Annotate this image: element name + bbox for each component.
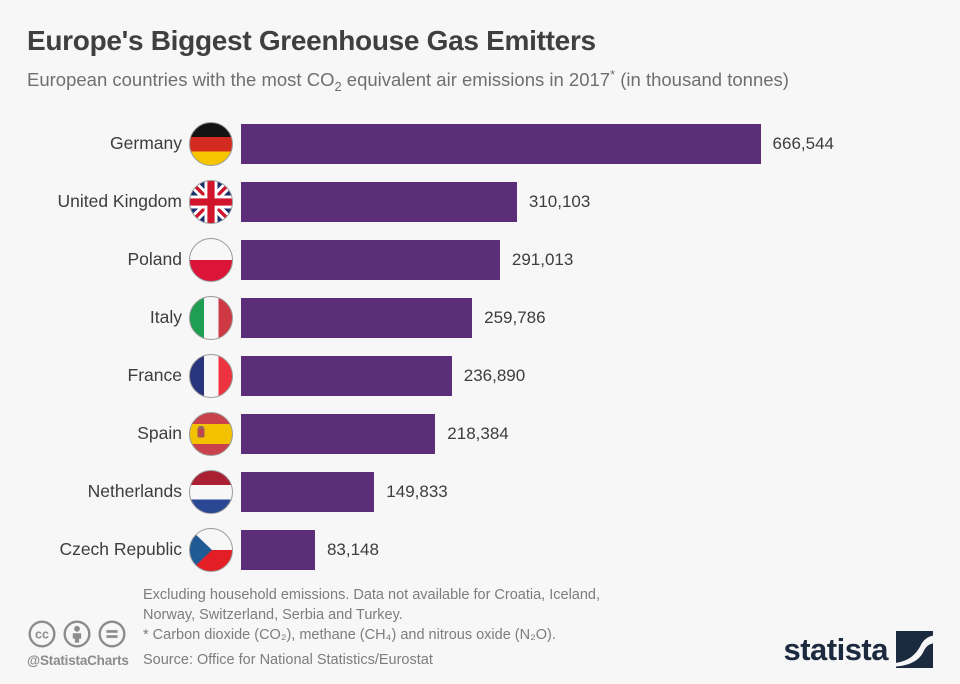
chart-footer: cc @StatistaCharts Excluding household e…	[27, 585, 933, 670]
bar-track: 666,544	[241, 123, 834, 164]
bar	[241, 123, 761, 164]
license-block: cc @StatistaCharts	[27, 619, 143, 670]
subtitle-asterisk: *	[610, 66, 616, 82]
country-label: Netherlands	[87, 481, 182, 502]
page-title: Europe's Biggest Greenhouse Gas Emitters	[27, 25, 596, 56]
footnote-line: * Carbon dioxide (CO₂), methane (CH₄) an…	[143, 627, 556, 643]
value-label: 236,890	[463, 365, 526, 385]
chart-row-united-kingdom: United Kingdom 310,103	[27, 179, 933, 224]
subtitle-text: equivalent air emissions in 2017	[341, 68, 611, 90]
country-label: Germany	[110, 133, 182, 154]
cc-icon: cc	[28, 620, 56, 648]
italy-flag-icon	[189, 295, 233, 340]
chart-row-spain: Spain 218,384	[27, 411, 933, 456]
bar-track: 149,833	[241, 471, 834, 512]
bar	[241, 355, 452, 396]
bar-chart: Germany 666,544 United Kingdom	[27, 121, 933, 572]
chart-subtitle: European countries with the most CO2 equ…	[27, 67, 933, 94]
bar-track: 259,786	[241, 297, 834, 338]
bar	[241, 471, 375, 512]
footnote-line: Excluding household emissions. Data not …	[143, 587, 601, 603]
bar-track: 310,103	[241, 181, 834, 222]
value-label: 291,013	[511, 249, 574, 269]
germany-flag-icon	[189, 121, 233, 166]
subtitle-subscript: 2	[334, 78, 342, 94]
poland-flag-icon	[189, 237, 233, 282]
chart-row-italy: Italy 259,786	[27, 295, 933, 340]
value-label: 83,148	[326, 539, 379, 559]
statista-logo-icon	[896, 631, 933, 668]
subtitle-text: (in thousand tonnes)	[615, 68, 789, 90]
no-derivatives-icon	[98, 620, 126, 648]
bar	[241, 529, 315, 570]
bar	[241, 181, 517, 222]
footnote-line: Norway, Switzerland, Serbia and Turkey.	[143, 607, 403, 623]
svg-text:cc: cc	[35, 628, 49, 642]
chart-row-poland: Poland 291,013	[27, 237, 933, 282]
bar	[241, 297, 473, 338]
statista-handle: @StatistaCharts	[27, 653, 129, 668]
statista-brand: statista	[783, 631, 933, 670]
bar-track: 291,013	[241, 239, 834, 280]
footnotes: Excluding household emissions. Data not …	[143, 585, 783, 670]
value-label: 666,544	[772, 133, 834, 153]
bar	[241, 239, 500, 280]
bar-track: 83,148	[241, 529, 834, 570]
country-label: Italy	[149, 307, 182, 328]
czech-republic-flag-icon	[189, 527, 233, 572]
chart-header: Europe's Biggest Greenhouse Gas Emitters…	[27, 25, 933, 94]
chart-row-france: France 236,890	[27, 353, 933, 398]
value-label: 310,103	[528, 191, 591, 211]
subtitle-text: European countries with the most CO	[27, 68, 335, 90]
spain-flag-icon	[189, 411, 233, 456]
bar-track: 236,890	[241, 355, 834, 396]
country-label: Czech Republic	[59, 539, 182, 560]
attribution-icon	[63, 620, 91, 648]
france-flag-icon	[189, 353, 233, 398]
netherlands-flag-icon	[189, 469, 233, 514]
chart-row-netherlands: Netherlands 149,833	[27, 469, 933, 514]
united-kingdom-flag-icon	[189, 179, 233, 224]
chart-row-czech-republic: Czech Republic 83,148	[27, 527, 933, 572]
country-label: United Kingdom	[57, 191, 182, 212]
value-label: 149,833	[386, 481, 448, 501]
country-label: France	[127, 365, 182, 386]
value-label: 218,384	[447, 423, 509, 443]
source-line: Source: Office for National Statistics/E…	[143, 652, 433, 668]
statista-wordmark: statista	[783, 631, 888, 667]
bar	[241, 413, 436, 454]
license-icons: cc	[27, 619, 127, 649]
chart-row-germany: Germany 666,544	[27, 121, 933, 166]
country-label: Poland	[127, 249, 183, 270]
bar-track: 218,384	[241, 413, 834, 454]
value-label: 259,786	[484, 307, 546, 327]
country-label: Spain	[137, 423, 182, 444]
